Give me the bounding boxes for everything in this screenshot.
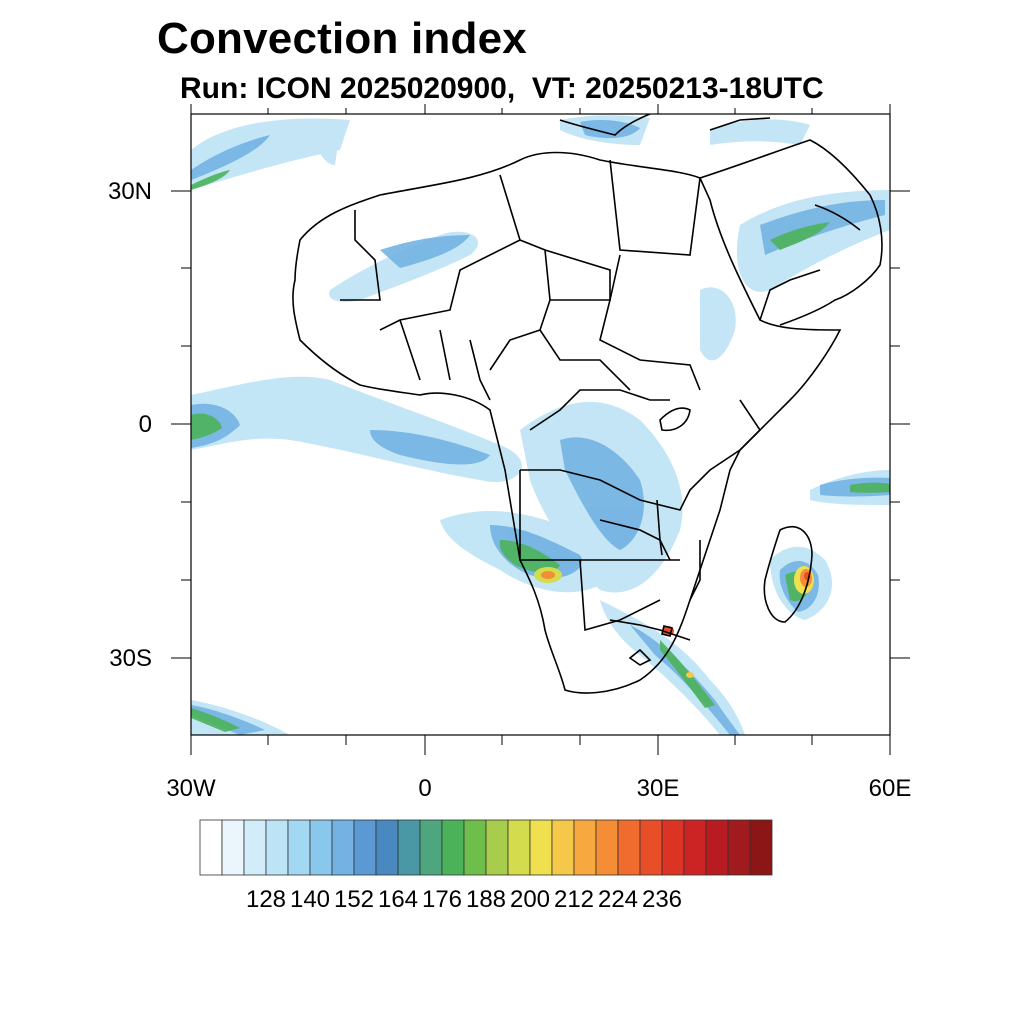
colorbar-label: 188 (465, 886, 507, 913)
lon-label-30e: 30E (636, 775, 680, 802)
lon-label-60e: 60E (868, 775, 912, 802)
colorbar-box (309, 819, 333, 876)
convection-field (191, 115, 890, 735)
colorbar-box (287, 819, 311, 876)
colorbar-label: 236 (641, 886, 683, 913)
lon-label-30w: 30W (166, 775, 216, 802)
coastlines-borders (292, 114, 883, 694)
colorbar-box (639, 819, 663, 876)
colorbar-label: 140 (289, 886, 331, 913)
colorbar-label: 200 (509, 886, 551, 913)
colorbar-box (573, 819, 597, 876)
colorbar-label: 128 (245, 886, 287, 913)
lat-label-30s: 30S (109, 645, 152, 672)
colorbar-box (595, 819, 619, 876)
colorbar (199, 819, 773, 876)
colorbar-box (265, 819, 289, 876)
colorbar-box (551, 819, 575, 876)
colorbar-box (199, 819, 223, 876)
colorbar-box (661, 819, 685, 876)
axis-ticks (171, 104, 910, 755)
colorbar-box (705, 819, 729, 876)
colorbar-label: 164 (377, 886, 419, 913)
colorbar-box (353, 819, 377, 876)
colorbar-box (683, 819, 707, 876)
colorbar-box (727, 819, 751, 876)
colorbar-box (397, 819, 421, 876)
colorbar-label: 176 (421, 886, 463, 913)
colorbar-box (331, 819, 355, 876)
lon-label-0: 0 (418, 775, 432, 802)
lat-label-0: 0 (138, 411, 152, 438)
colorbar-box (749, 819, 773, 876)
colorbar-box (419, 819, 443, 876)
colorbar-box (507, 819, 531, 876)
colorbar-box (485, 819, 509, 876)
lat-label-30n: 30N (107, 178, 152, 205)
colorbar-label: 212 (553, 886, 595, 913)
colorbar-box (221, 819, 245, 876)
colorbar-box (529, 819, 553, 876)
colorbar-box (243, 819, 267, 876)
colorbar-box (617, 819, 641, 876)
colorbar-box (441, 819, 465, 876)
colorbar-label: 152 (333, 886, 375, 913)
colorbar-label: 224 (597, 886, 639, 913)
colorbar-box (463, 819, 487, 876)
chart-subtitle: Run: ICON 2025020900, VT: 20250213-18UTC (180, 72, 824, 105)
colorbar-box (375, 819, 399, 876)
chart-title: Convection index (157, 14, 527, 63)
